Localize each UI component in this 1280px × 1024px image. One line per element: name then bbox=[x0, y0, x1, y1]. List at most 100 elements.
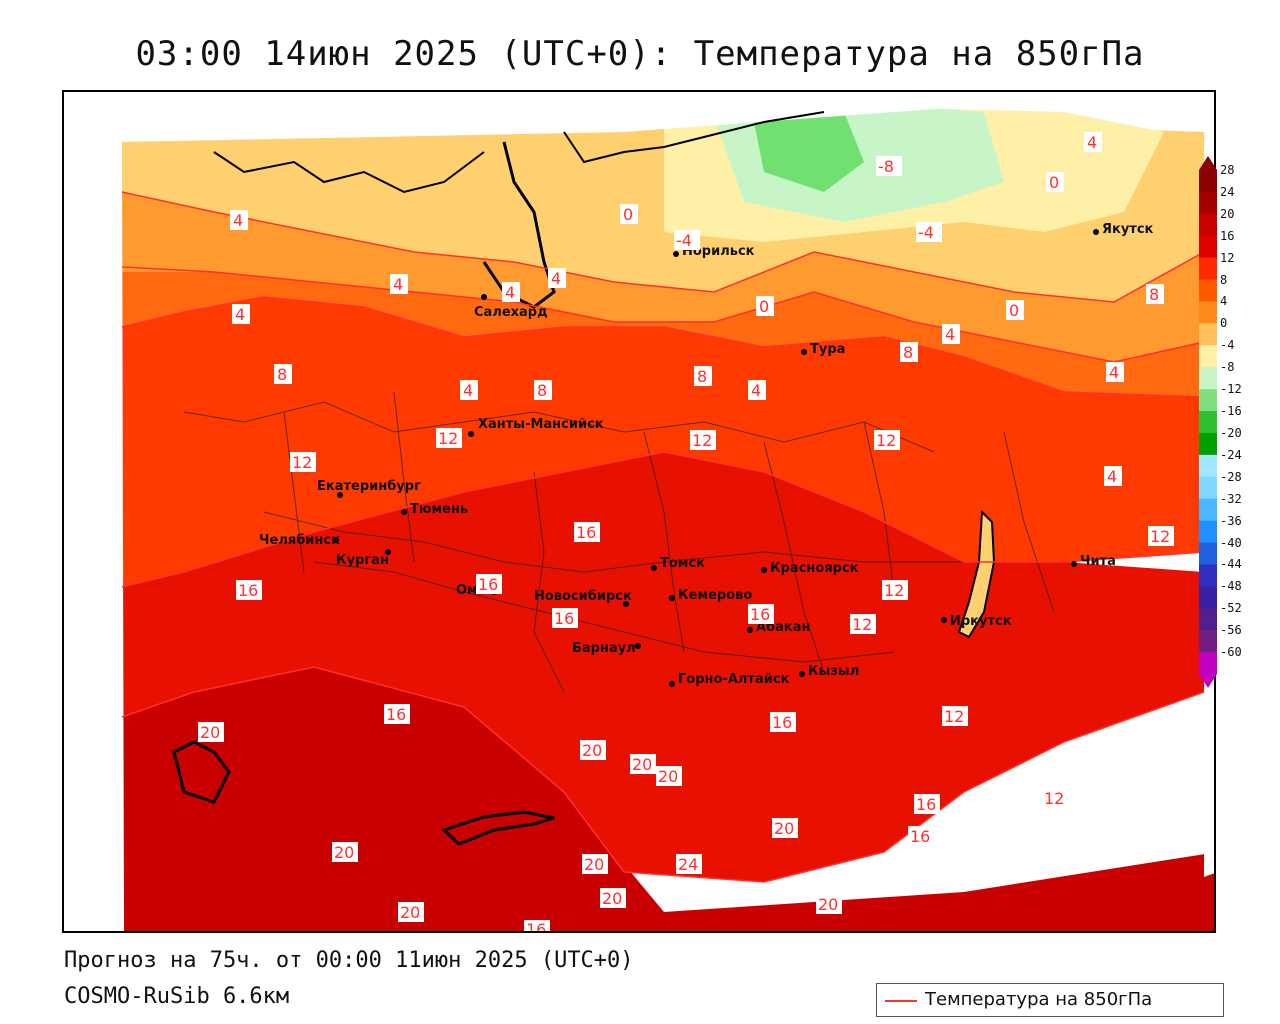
colorbar-tick-label: -12 bbox=[1220, 382, 1242, 397]
city-dot bbox=[481, 294, 487, 300]
colorbar-tick-label: -48 bbox=[1220, 579, 1242, 594]
svg-text:20: 20 bbox=[632, 755, 652, 774]
colorbar-tick-label: -24 bbox=[1220, 447, 1242, 462]
admin-borders bbox=[183, 391, 1055, 693]
city-dot bbox=[1093, 229, 1099, 235]
iso-label: 16 bbox=[236, 580, 262, 600]
iso-label: 8 bbox=[1146, 284, 1164, 304]
iso-label: 24 bbox=[676, 854, 702, 874]
colorbar-arrow-bottom bbox=[1199, 674, 1217, 688]
iso-label: 4 bbox=[548, 268, 566, 288]
iso-label: 4 bbox=[1106, 362, 1124, 382]
temp-zone-16 bbox=[122, 452, 1204, 882]
temp-zone-minus12 bbox=[754, 112, 864, 192]
city-label-salekhard: Салехард bbox=[474, 305, 548, 320]
colorbar-segment bbox=[1199, 630, 1217, 653]
colorbar-tick-label: 12 bbox=[1220, 250, 1235, 265]
model-caption: COSMO-RuSib 6.6км bbox=[64, 984, 290, 1009]
svg-text:8: 8 bbox=[1149, 285, 1159, 304]
balkhash-lake bbox=[441, 810, 555, 846]
city-label-khanty-mansiysk: Ханты-Мансийск bbox=[478, 417, 604, 432]
iso-label: 20 bbox=[398, 902, 424, 922]
colorbar-tick-label: -36 bbox=[1220, 513, 1242, 528]
city-label-kyzyl: Кызыл bbox=[808, 664, 859, 679]
svg-text:16: 16 bbox=[910, 827, 930, 846]
colorbar-segment bbox=[1199, 213, 1217, 237]
colorbar-segment bbox=[1199, 564, 1217, 587]
colorbar-tick-label: -8 bbox=[1220, 360, 1235, 375]
svg-text:4: 4 bbox=[1087, 133, 1097, 152]
city-dot bbox=[468, 431, 474, 437]
svg-text:4: 4 bbox=[551, 269, 561, 288]
city-label-kemerovo: Кемерово bbox=[678, 588, 752, 603]
legend-line-swatch bbox=[885, 1000, 917, 1002]
iso-label: 12 bbox=[690, 430, 716, 450]
iso-label: 16 bbox=[476, 574, 502, 594]
city-label-tura: Тура bbox=[810, 342, 845, 357]
svg-text:4: 4 bbox=[505, 283, 515, 302]
colorbar-arrow-top bbox=[1199, 156, 1217, 170]
iso-label: 8 bbox=[900, 342, 918, 362]
svg-text:12: 12 bbox=[292, 453, 312, 472]
svg-text:-4: -4 bbox=[918, 223, 934, 242]
colorbar-tick-label: -16 bbox=[1220, 404, 1242, 419]
iso-label: 12 bbox=[882, 580, 908, 600]
iso-label: 16 bbox=[914, 794, 940, 814]
iso-label: 16 bbox=[748, 604, 774, 624]
city-dot bbox=[333, 537, 339, 543]
iso-label: -4 bbox=[916, 222, 942, 242]
svg-text:16: 16 bbox=[238, 581, 258, 600]
city-dot bbox=[635, 643, 641, 649]
iso-label: 16 bbox=[908, 826, 934, 846]
colorbar-tick-label: -44 bbox=[1220, 557, 1242, 572]
svg-text:20: 20 bbox=[602, 889, 622, 908]
colorbar-segment bbox=[1199, 257, 1217, 281]
colorbar-segment bbox=[1199, 170, 1217, 193]
city-dot bbox=[669, 595, 675, 601]
iso-label: 12 bbox=[942, 706, 968, 726]
svg-text:12: 12 bbox=[944, 707, 964, 726]
svg-text:4: 4 bbox=[235, 305, 245, 324]
iso-label: 4 bbox=[502, 282, 520, 302]
svg-text:4: 4 bbox=[233, 211, 243, 230]
iso-label: 12 bbox=[290, 452, 316, 472]
colorbar-tick-label: -40 bbox=[1220, 535, 1242, 550]
iso-label: 16 bbox=[574, 522, 600, 542]
iso-label: 8 bbox=[534, 380, 552, 400]
colorbar-tick-label: -20 bbox=[1220, 425, 1242, 440]
iso-label: 4 bbox=[460, 380, 478, 400]
svg-text:12: 12 bbox=[876, 431, 896, 450]
svg-text:20: 20 bbox=[400, 903, 420, 922]
svg-text:12: 12 bbox=[884, 581, 904, 600]
city-label-norilsk: Норильск bbox=[682, 244, 755, 259]
iso-label: -4 bbox=[674, 230, 700, 250]
city-markers: Норильск Якутск Салехард Тура Ханты-Манс… bbox=[259, 222, 1154, 687]
city-label-barnaul: Барнаул bbox=[572, 641, 636, 656]
svg-text:16: 16 bbox=[576, 523, 596, 542]
svg-text:16: 16 bbox=[386, 705, 406, 724]
svg-text:4: 4 bbox=[1109, 363, 1119, 382]
colorbar-tick-label: -56 bbox=[1220, 623, 1242, 638]
city-dot bbox=[799, 671, 805, 677]
svg-text:20: 20 bbox=[774, 819, 794, 838]
colorbar-tick-label: 20 bbox=[1220, 206, 1235, 221]
taimyr-coast bbox=[563, 111, 825, 164]
city-dot bbox=[401, 509, 407, 515]
colorbar-tick-label: 4 bbox=[1220, 294, 1228, 309]
colorbar-tick-label: -60 bbox=[1220, 645, 1242, 660]
colorbar-segment bbox=[1199, 389, 1217, 412]
city-label-krasnoyarsk: Красноярск bbox=[770, 561, 859, 576]
colorbar-segment bbox=[1199, 454, 1217, 478]
map-legend: Температура на 850гПа bbox=[876, 983, 1224, 1017]
svg-text:0: 0 bbox=[1009, 301, 1019, 320]
city-dot bbox=[941, 617, 947, 623]
svg-text:20: 20 bbox=[584, 855, 604, 874]
colorbar-tick-label: 28 bbox=[1220, 163, 1235, 177]
city-dot bbox=[669, 681, 675, 687]
colorbar-segment bbox=[1199, 323, 1217, 346]
iso-label: 20 bbox=[772, 818, 798, 838]
iso-label: 20 bbox=[816, 894, 842, 914]
colorbar-tick-label: -32 bbox=[1220, 491, 1242, 506]
iso-label: 20 bbox=[600, 888, 626, 908]
caspian-shore bbox=[172, 740, 231, 804]
